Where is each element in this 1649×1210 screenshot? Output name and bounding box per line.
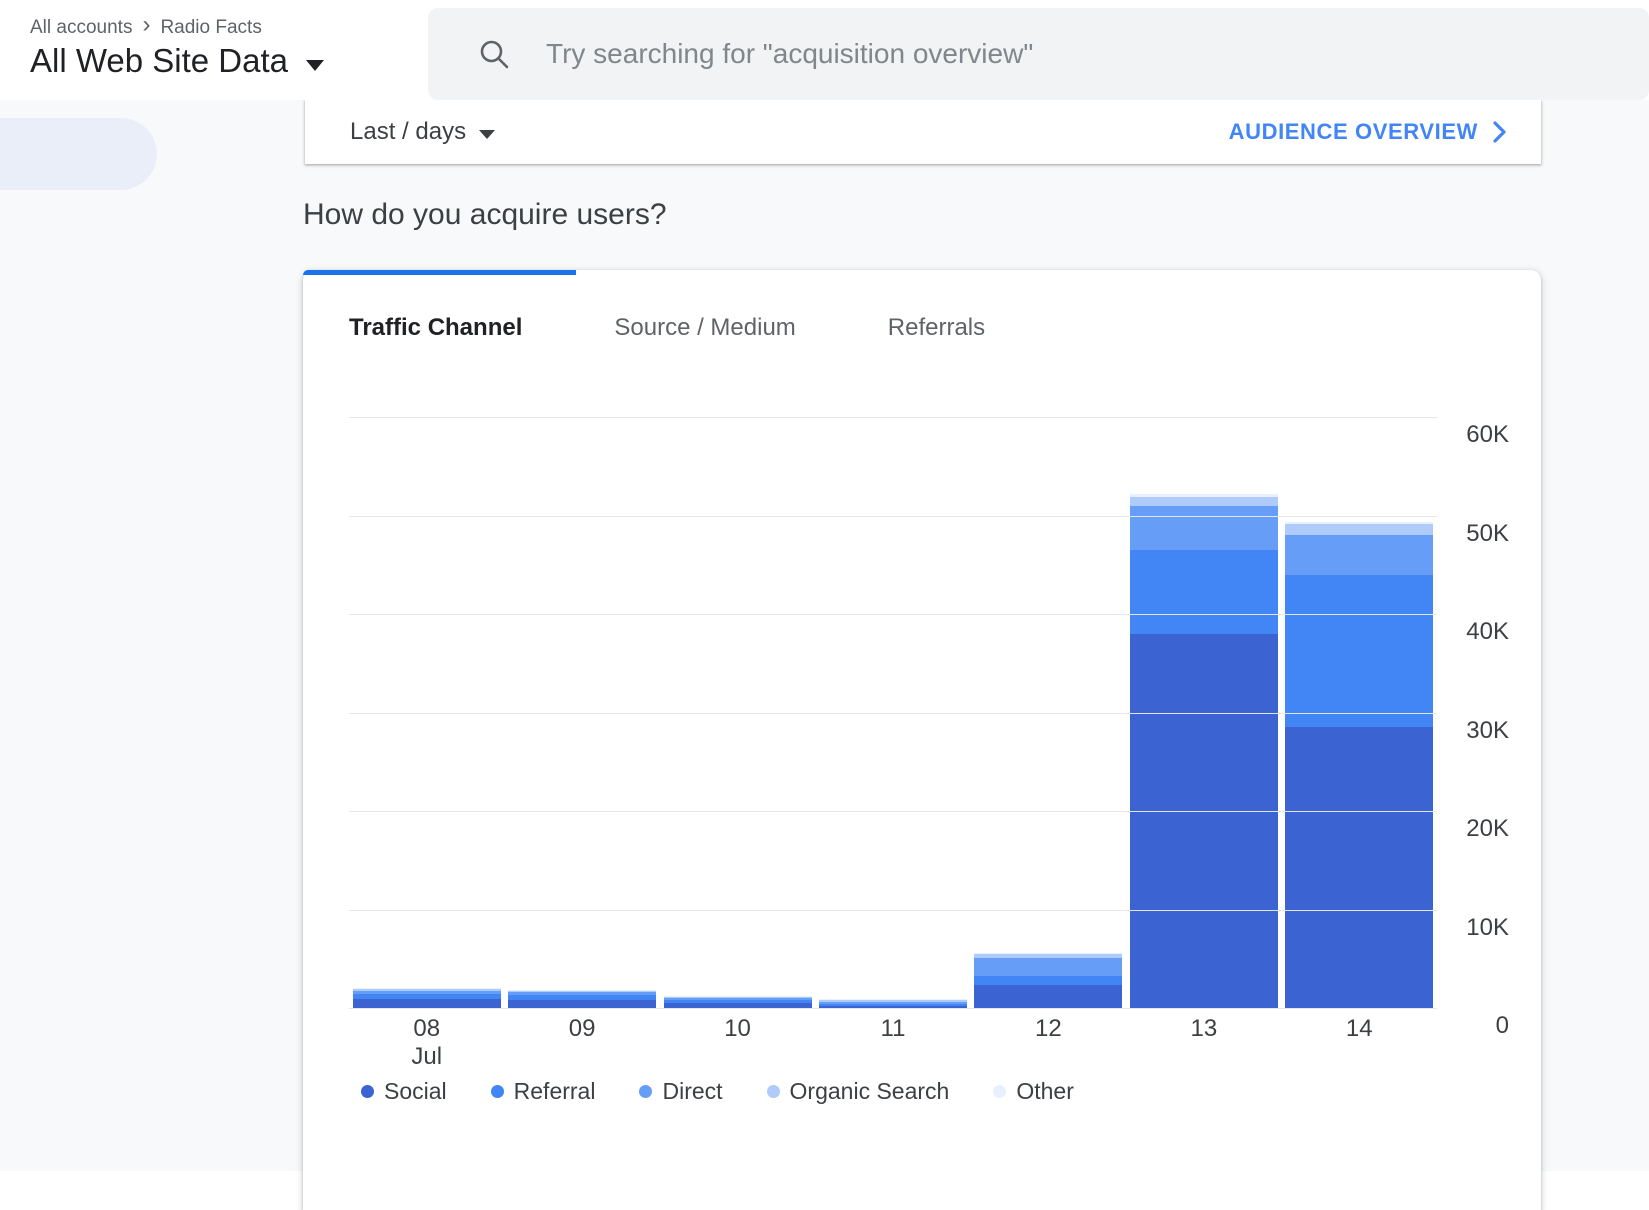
legend-dot-icon: [491, 1085, 504, 1098]
bar-segment-organic-search[interactable]: [1285, 524, 1433, 535]
bar-segment-direct[interactable]: [1130, 506, 1278, 550]
sidebar-active-item-highlight: [0, 118, 157, 190]
audience-overview-link[interactable]: AUDIENCE OVERVIEW: [1229, 119, 1507, 145]
breadcrumb: All accounts › Radio Facts: [30, 16, 262, 40]
legend-dot-icon: [361, 1085, 374, 1098]
y-axis-label: 30K: [1466, 717, 1509, 745]
tab-source-medium[interactable]: Source / Medium: [614, 314, 795, 342]
x-axis-label: 12: [971, 1015, 1126, 1072]
bar-segment-referral[interactable]: [1130, 550, 1278, 634]
legend-item-direct: Direct: [639, 1078, 722, 1105]
chart-legend: Social Referral Direct Organic Search Other: [361, 1078, 1074, 1105]
breadcrumb-chevron-icon: ›: [142, 13, 150, 37]
chevron-right-icon: [1492, 120, 1507, 144]
gridline: [349, 614, 1437, 615]
bar-segment-referral[interactable]: [1285, 575, 1433, 728]
y-axis-label: 10K: [1466, 914, 1509, 942]
tab-referrals[interactable]: Referrals: [888, 314, 985, 342]
bar-segment-direct[interactable]: [974, 958, 1122, 976]
acquisition-card: Traffic Channel Source / Medium Referral…: [303, 270, 1541, 1210]
legend-dot-icon: [993, 1085, 1006, 1098]
property-selector-label: All Web Site Data: [30, 42, 288, 80]
legend-label: Social: [384, 1078, 447, 1105]
bar-segment-social[interactable]: [508, 1000, 656, 1008]
legend-item-social: Social: [361, 1078, 447, 1105]
y-axis-label: 20K: [1466, 815, 1509, 843]
y-axis-label: 0: [1496, 1012, 1509, 1040]
date-range-card: Last / days AUDIENCE OVERVIEW: [305, 100, 1541, 164]
legend-item-other: Other: [993, 1078, 1074, 1105]
gridline: [349, 713, 1437, 714]
y-axis-label: 40K: [1466, 618, 1509, 646]
bar-segment-social[interactable]: [1130, 634, 1278, 1008]
y-axis-label: 60K: [1466, 421, 1509, 449]
property-selector[interactable]: All Web Site Data: [30, 42, 324, 80]
dropdown-caret-icon: [306, 60, 324, 71]
y-axis-label: 50K: [1466, 520, 1509, 548]
breadcrumb-all-accounts[interactable]: All accounts: [30, 17, 132, 39]
main-content: Last / days AUDIENCE OVERVIEW How do you…: [0, 100, 1649, 1171]
y-axis: 60K 50K 40K 30K 20K 10K 0: [1449, 417, 1509, 1037]
date-range-label: Last / days: [350, 118, 466, 146]
search-bar[interactable]: [428, 8, 1649, 100]
x-axis-label: 13: [1126, 1015, 1281, 1072]
legend-dot-icon: [639, 1085, 652, 1098]
acquisition-chart: [349, 417, 1437, 1008]
active-tab-indicator: [303, 270, 576, 275]
search-input[interactable]: [546, 38, 1649, 70]
x-axis-label: 09: [504, 1015, 659, 1072]
date-range-caret-icon: [479, 130, 495, 139]
bar-segment-organic-search[interactable]: [1130, 497, 1278, 506]
bar-segment-social[interactable]: [1285, 727, 1433, 1008]
tabs: Traffic Channel Source / Medium Referral…: [349, 314, 985, 342]
legend-label: Other: [1016, 1078, 1074, 1105]
x-axis-label: 10: [660, 1015, 815, 1072]
legend-label: Direct: [662, 1078, 722, 1105]
search-icon: [478, 38, 510, 70]
legend-dot-icon: [767, 1085, 780, 1098]
gridline: [349, 910, 1437, 911]
section-title: How do you acquire users?: [303, 198, 667, 232]
bar-segment-social[interactable]: [974, 985, 1122, 1008]
legend-item-organic-search: Organic Search: [767, 1078, 950, 1105]
audience-overview-label: AUDIENCE OVERVIEW: [1229, 119, 1478, 145]
bar-segment-direct[interactable]: [1285, 535, 1433, 574]
breadcrumb-current[interactable]: Radio Facts: [160, 17, 261, 39]
gridline: [349, 811, 1437, 812]
legend-label: Organic Search: [790, 1078, 950, 1105]
gridline: [349, 417, 1437, 418]
legend-label: Referral: [514, 1078, 596, 1105]
gridline: [349, 1008, 1437, 1009]
gridline: [349, 516, 1437, 517]
x-axis-label: 11: [815, 1015, 970, 1072]
app-header: All accounts › Radio Facts All Web Site …: [0, 0, 1649, 100]
bar-segment-referral[interactable]: [974, 976, 1122, 986]
x-axis-label: 14: [1282, 1015, 1437, 1072]
date-range-selector[interactable]: Last / days: [350, 118, 495, 146]
bar-segment-social[interactable]: [353, 999, 501, 1008]
tab-traffic-channel[interactable]: Traffic Channel: [349, 314, 522, 342]
legend-item-referral: Referral: [491, 1078, 596, 1105]
